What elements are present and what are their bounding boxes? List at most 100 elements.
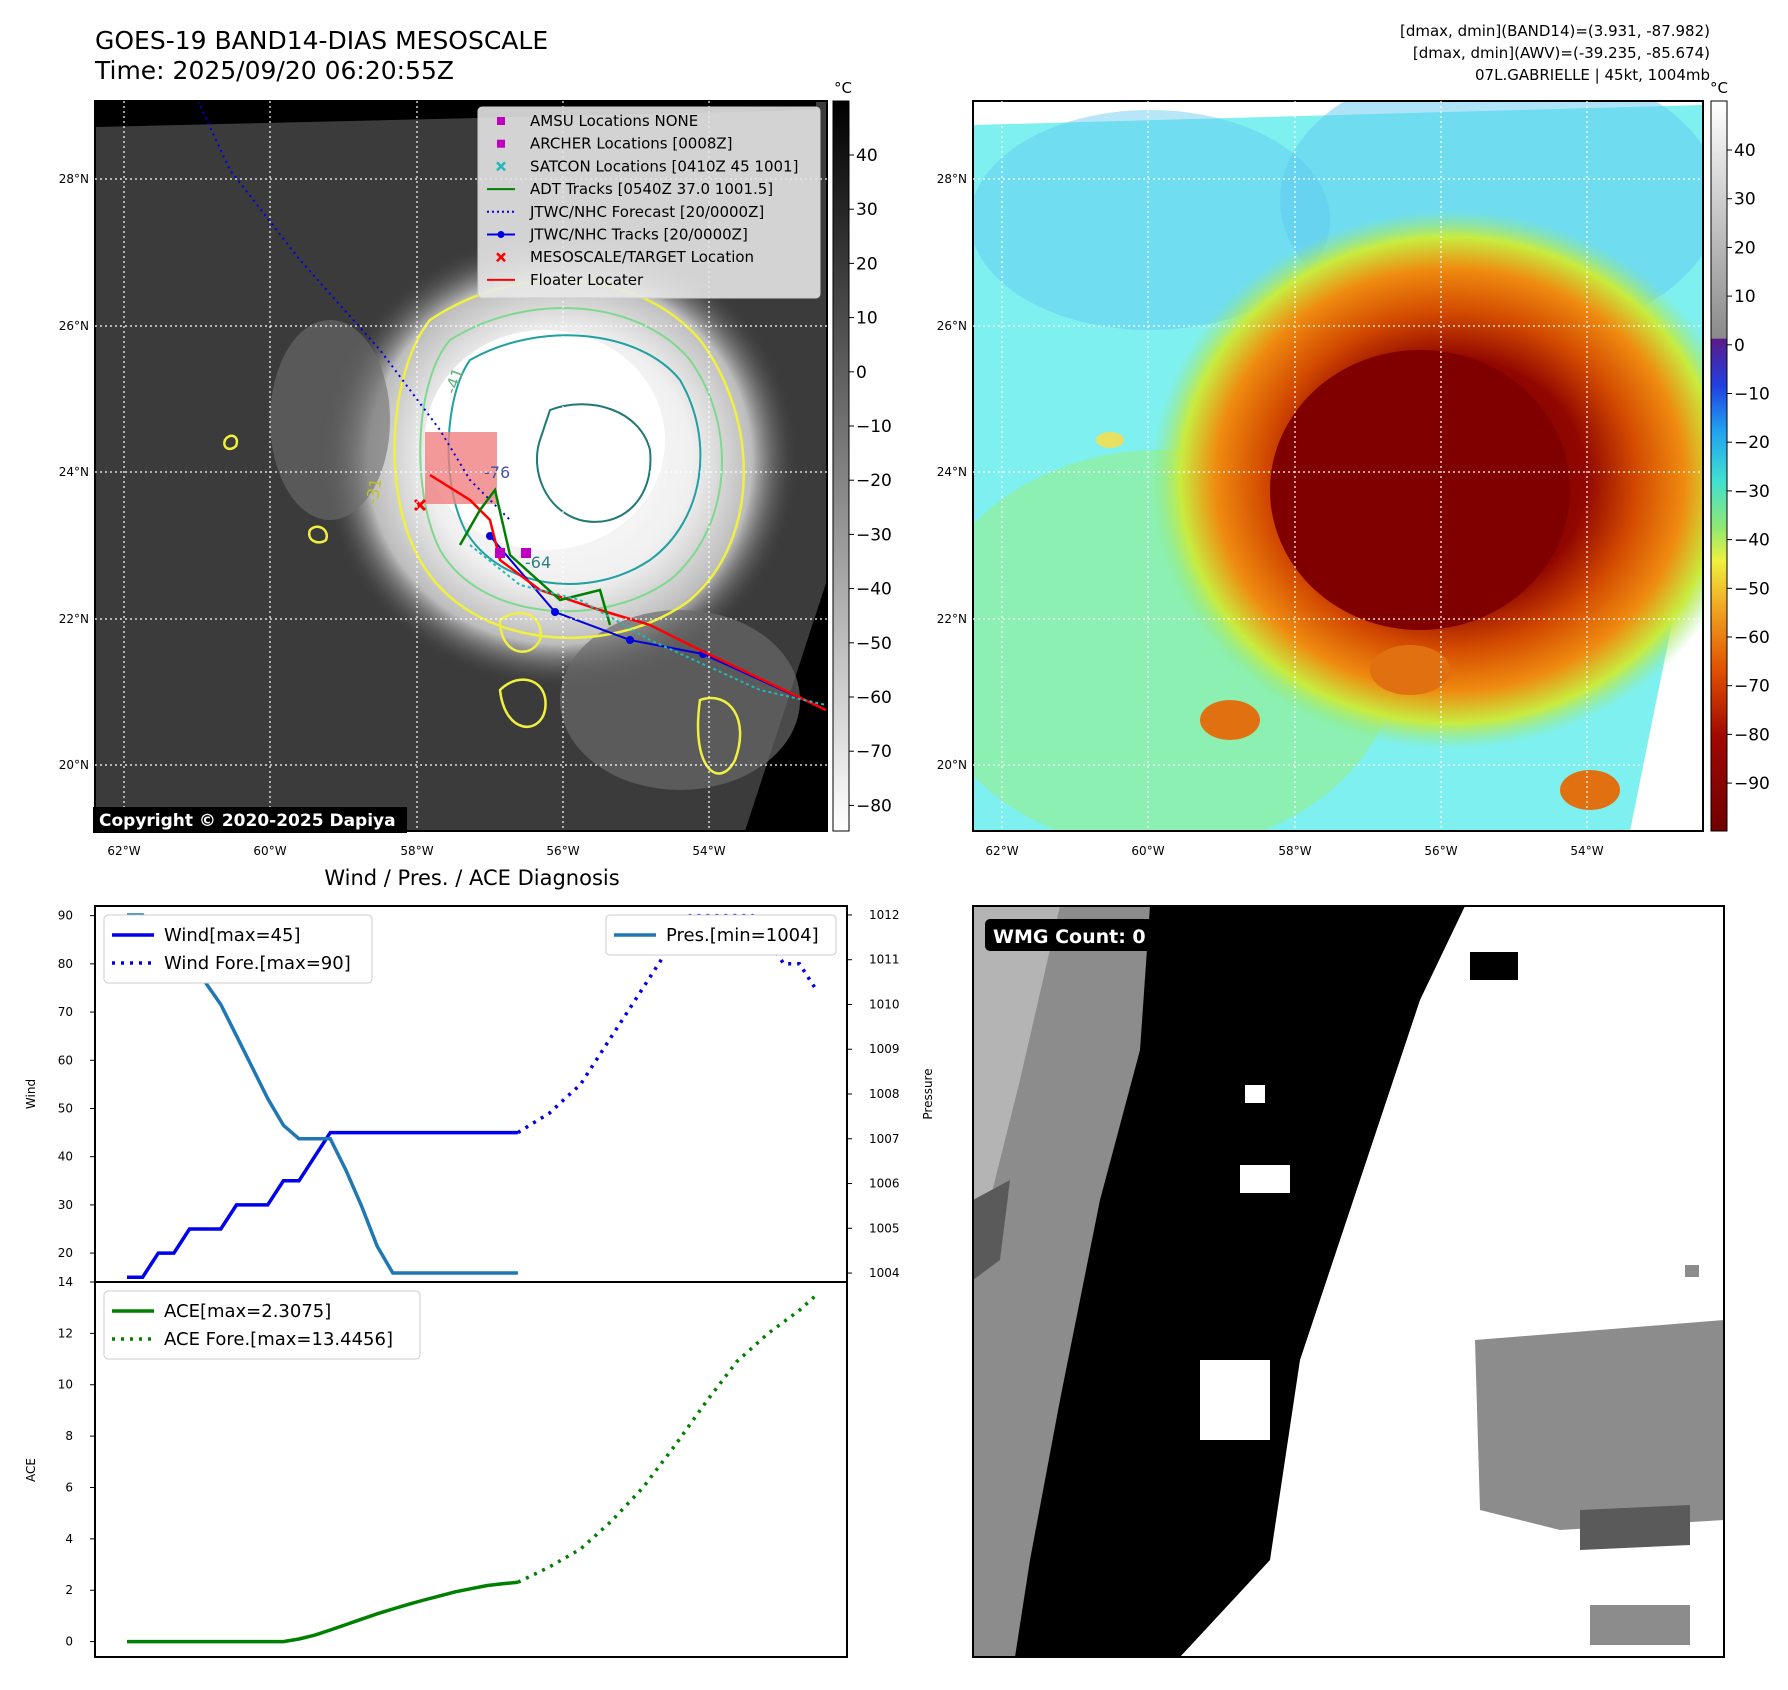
wmg-count-label: WMG Count: 0: [993, 926, 1146, 948]
chart-legend-box: [605, 914, 837, 956]
legend-label: SATCON Locations [0410Z 45 1001]: [530, 157, 798, 175]
lat-tick-label: 22°N: [59, 612, 89, 626]
legend-marker-x: [496, 161, 506, 172]
title-satellite: GOES-19 BAND14-DIAS MESOSCALE: [95, 26, 549, 55]
band14-frame: [94, 100, 828, 832]
ace-ytick-label: 6: [65, 1480, 73, 1494]
ace-series-line-0: [127, 1580, 519, 1644]
colorbar-tick-label: −90: [1734, 774, 1770, 794]
wmg-count-badge: [985, 919, 1167, 951]
colorbar-tick-label: −60: [856, 688, 892, 708]
awv-colorbar: [1710, 100, 1728, 832]
lon-tick-label: 56°W: [1424, 844, 1457, 858]
map-gridlines: [95, 101, 1703, 831]
pressure-ytick-label: 1004: [869, 1266, 900, 1280]
ace-chart-frame: [94, 1281, 848, 1658]
ace-series-line-1: [517, 1294, 817, 1584]
colorbar-tick-label: −20: [856, 471, 892, 491]
colorbar-tick-label: 40: [1734, 141, 1756, 161]
colorbar-tick-label: 40: [856, 146, 878, 166]
ace-ytick-label: 0: [65, 1635, 73, 1649]
awv-frame: [972, 100, 1704, 832]
colorbar-tick-label: −30: [856, 525, 892, 545]
colorbar-tick-label: −50: [856, 634, 892, 654]
legend-label: Floater Locater: [530, 271, 644, 289]
legend-label: JTWC/NHC Tracks [20/0000Z]: [529, 226, 748, 244]
wind-ytick-label: 80: [58, 957, 73, 971]
lon-tick-label: 62°W: [985, 844, 1018, 858]
chart-legend-box: [103, 1290, 421, 1360]
pressure-ytick-label: 1006: [869, 1177, 900, 1191]
pressure-ytick-label: 1005: [869, 1221, 900, 1235]
colorbar-tick-label: 0: [1734, 336, 1745, 356]
wind-ytick-label: 70: [58, 1005, 73, 1019]
lon-tick-label: 58°W: [1278, 844, 1311, 858]
lon-tick-label: 56°W: [546, 844, 579, 858]
colorbar-tick-label: −10: [856, 417, 892, 437]
lat-tick-label: 20°N: [59, 758, 89, 772]
storm-info: 07L.GABRIELLE | 45kt, 1004mb: [1475, 66, 1710, 84]
series-line-0: [127, 1130, 518, 1279]
colorbar-tick-label: −70: [1734, 677, 1770, 697]
ace-ytick-label: 10: [58, 1378, 73, 1392]
ace-ytick-label: 4: [65, 1532, 73, 1546]
legend-label: AMSU Locations NONE: [530, 112, 698, 130]
legend-label: MESOSCALE/TARGET Location: [530, 248, 754, 266]
wind-axis-label: Wind: [24, 1079, 38, 1109]
lat-tick-label: 24°N: [937, 465, 967, 479]
diagnosis-title: Wind / Pres. / ACE Diagnosis: [324, 866, 619, 890]
chart-legend-label: Pres.[min=1004]: [666, 925, 819, 946]
colorbar-tick-label: 10: [856, 309, 878, 329]
legend-marker-square: [497, 117, 505, 125]
chart-legend-label: Wind[max=45]: [164, 925, 301, 946]
chart-legend-label: ACE Fore.[max=13.4456]: [164, 1329, 393, 1350]
wind-ytick-label: 20: [58, 1246, 73, 1260]
legend-marker-square: [497, 139, 505, 148]
colorbar-tick-label: 30: [856, 200, 878, 220]
ace-ytick-label: 12: [58, 1326, 73, 1340]
colorbar-tick-label: −50: [1734, 579, 1770, 599]
wind-ytick-label: 40: [58, 1150, 73, 1164]
chart-legend-label: ACE[max=2.3075]: [164, 1301, 331, 1322]
pressure-ytick-label: 1011: [869, 953, 900, 967]
contour-label-31: -31: [362, 477, 385, 506]
pressure-ytick-label: 1009: [869, 1042, 900, 1056]
colorbar-tick-label: 10: [1734, 287, 1756, 307]
colorbar-tick-label: −70: [856, 742, 892, 762]
pressure-axis-label: Pressure: [921, 1068, 935, 1119]
lat-tick-label: 28°N: [59, 172, 89, 186]
copyright-text: Copyright © 2020-2025 Dapiya: [99, 811, 396, 831]
wind-ytick-label: 50: [58, 1101, 73, 1115]
colorbar-tick-labels: 40 30 20 10 0 −10 −20 −30 −40 −50 −60 −70 −80 40 30 20 1…: [849, 141, 1770, 816]
pressure-ytick-label: 1010: [869, 997, 900, 1011]
awv-colorbar-unit: °C: [1710, 79, 1728, 97]
lat-tick-label: 20°N: [937, 758, 967, 772]
colorbar-tick-label: 0: [856, 363, 867, 383]
band14-colorbar: [832, 100, 850, 832]
lon-tick-label: 60°W: [1131, 844, 1164, 858]
title-time: Time: 2025/09/20 06:20:55Z: [95, 56, 454, 85]
colorbar-tick-label: −30: [1734, 482, 1770, 502]
colorbar-tick-label: 20: [856, 254, 878, 274]
legend-label: JTWC/NHC Forecast [20/0000Z]: [529, 203, 764, 221]
lat-tick-label: 26°N: [937, 319, 967, 333]
lon-tick-label: 58°W: [400, 844, 433, 858]
lon-tick-label: 54°W: [1570, 844, 1603, 858]
ace-axis-label: ACE: [24, 1458, 38, 1482]
dmax-awv: [dmax, dmin](AWV)=(-39.235, -85.674): [1412, 44, 1710, 62]
figure-title: GOES-19 BAND14-DIAS MESOSCALE Time: 2025…: [95, 26, 548, 86]
band14-colorbar-unit: °C: [834, 79, 852, 97]
lat-tick-label: 24°N: [59, 465, 89, 479]
dmax-band14: [dmax, dmin](BAND14)=(3.931, -87.982): [1399, 22, 1710, 40]
lat-tick-label: 28°N: [937, 172, 967, 186]
lon-tick-label: 54°W: [692, 844, 725, 858]
ace-ytick-label: 14: [58, 1275, 73, 1289]
wmg-image: [973, 906, 1724, 1657]
colorbar-tick-label: −10: [1734, 385, 1770, 405]
wind-ytick-label: 30: [58, 1198, 73, 1212]
map-legend-entries: AMSU Locations NONE ARCHER Locations [000…: [487, 112, 798, 289]
pressure-ytick-label: 1007: [869, 1132, 900, 1146]
colorbar-tick-label: −20: [1734, 433, 1770, 453]
map-legend: [477, 106, 821, 299]
colorbar-tick-label: −60: [1734, 628, 1770, 648]
